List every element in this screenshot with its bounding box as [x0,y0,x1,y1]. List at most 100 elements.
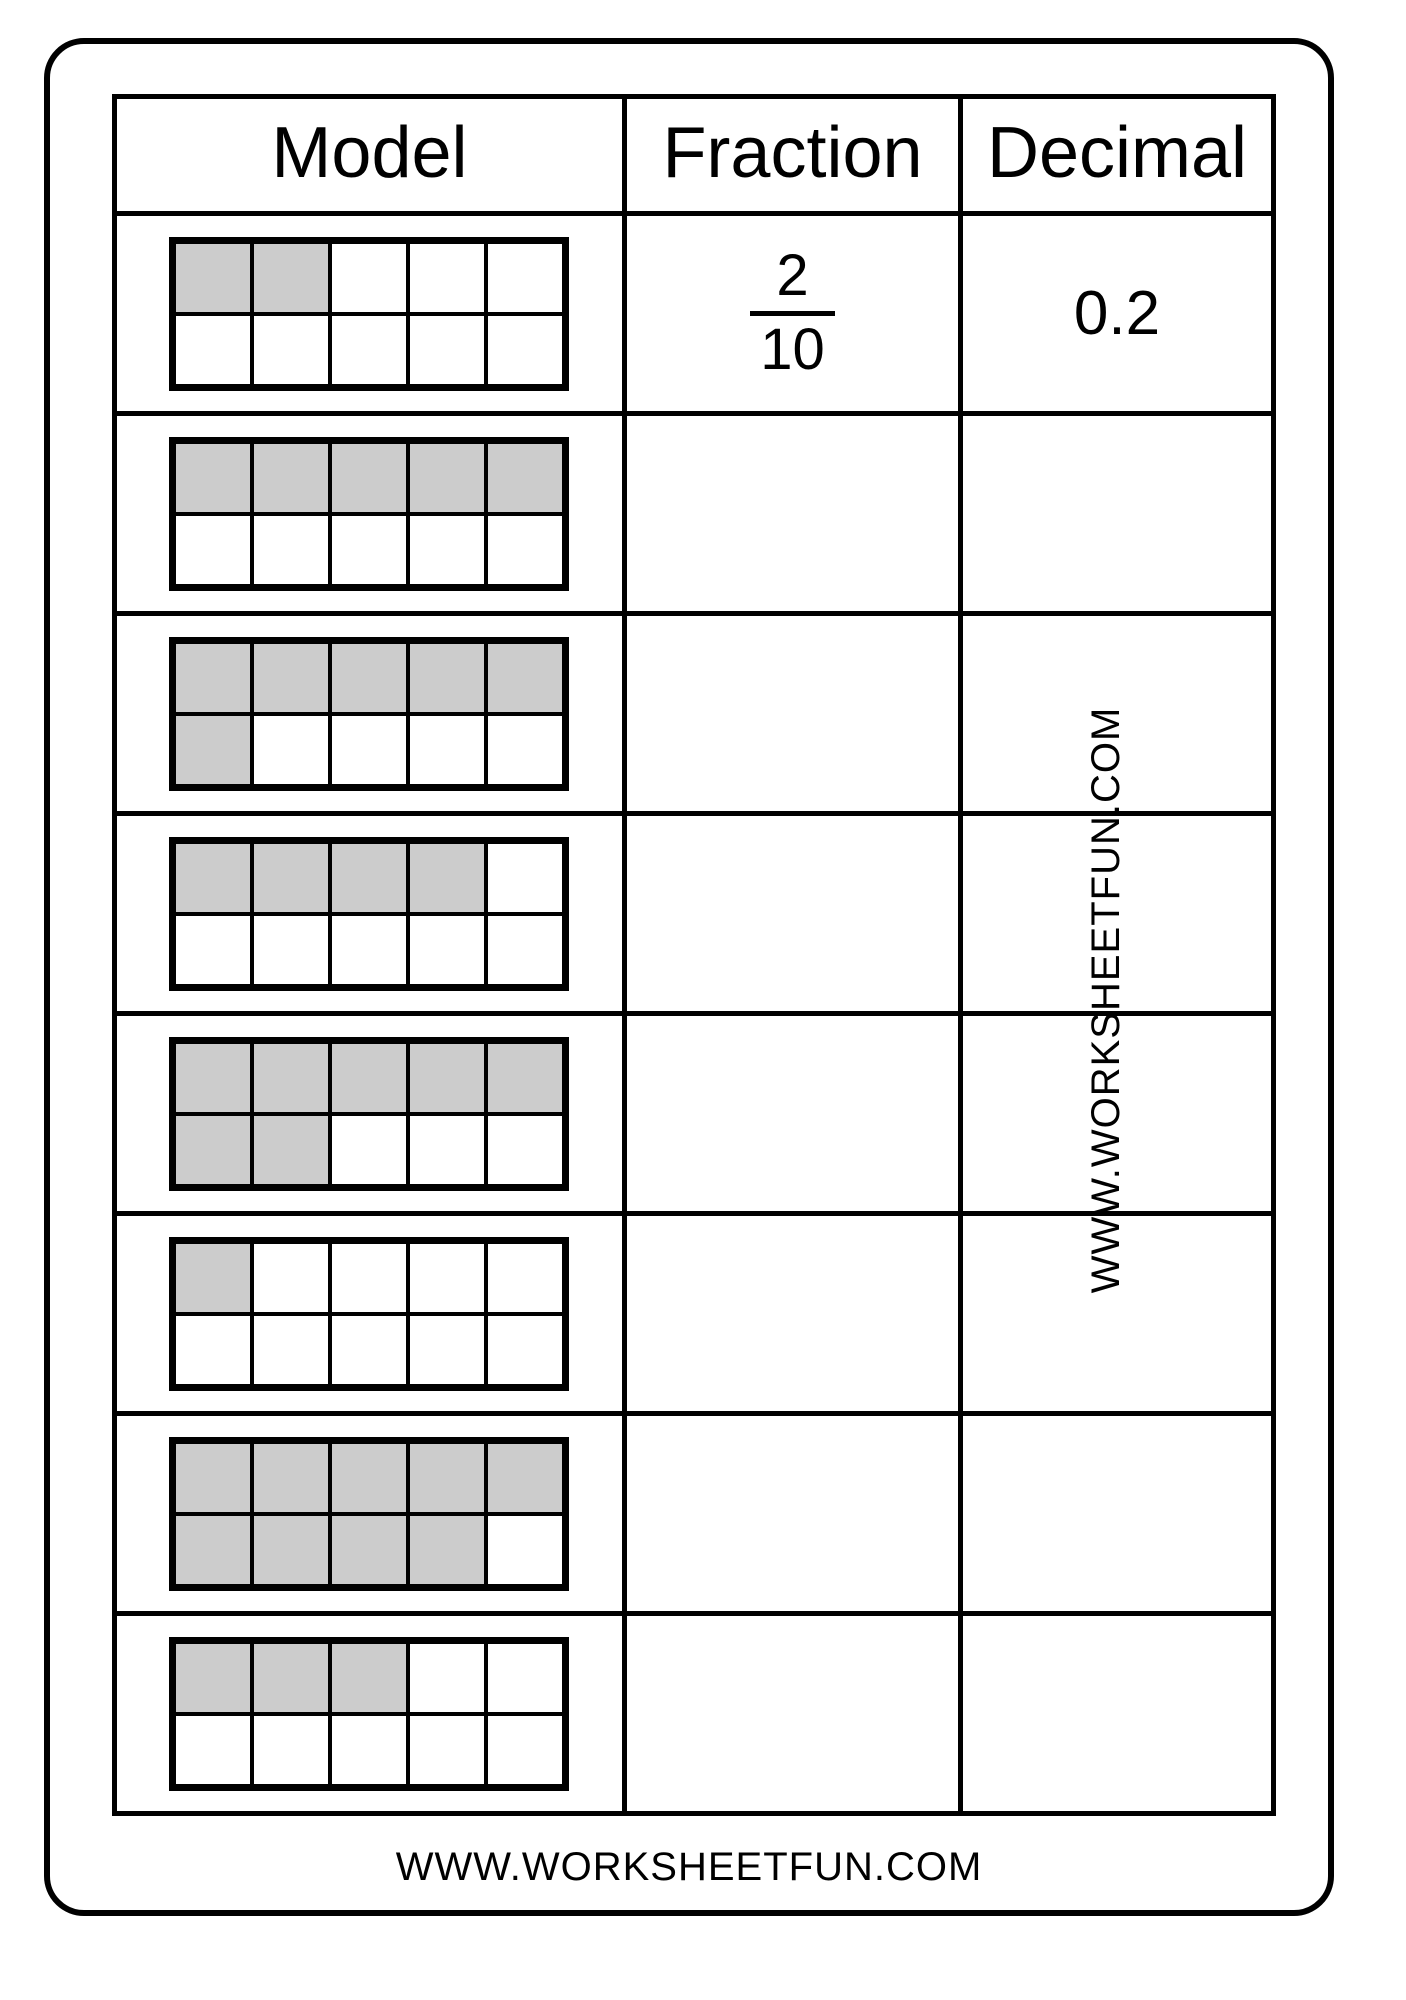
tens-cell [408,642,486,714]
model-cell [115,814,625,1014]
fraction-cell[interactable] [624,1614,960,1814]
tens-cell [174,514,252,586]
decimal-cell[interactable] [961,1614,1274,1814]
tens-cell [252,1042,330,1114]
tens-cell [174,442,252,514]
tens-cell [486,914,564,986]
model-cell [115,1614,625,1814]
tens-cell [174,714,252,786]
tens-cell [330,242,408,314]
decimal-cell[interactable] [961,414,1274,614]
model-wrap [118,1619,621,1809]
model-cell [115,414,625,614]
tens-cell [330,1314,408,1386]
tens-cell [330,842,408,914]
tens-cell [486,1514,564,1586]
tens-cell [486,514,564,586]
decimal-cell[interactable]: 0.2 [961,214,1274,414]
tens-cell [252,442,330,514]
fraction-cell[interactable] [624,814,960,1014]
header-model: Model [115,97,625,214]
fraction-cell[interactable]: 210 [624,214,960,414]
tens-cell [330,1114,408,1186]
tens-cell [174,1514,252,1586]
model-wrap [118,219,621,409]
fraction-value: 210 [750,246,835,381]
tens-cell [486,1442,564,1514]
fraction-cell[interactable] [624,1014,960,1214]
tens-cell [174,1242,252,1314]
tens-cell [252,1314,330,1386]
tens-cell [174,1114,252,1186]
tens-grid [169,1037,569,1191]
page-frame: Model Fraction Decimal 210 0.2 WWW.WORKSH… [44,38,1334,1916]
tens-cell [408,1442,486,1514]
tens-cell [252,1442,330,1514]
tens-cell [330,642,408,714]
tens-cell [330,1714,408,1786]
model-cell [115,1014,625,1214]
tens-grid [169,437,569,591]
tens-grid [169,237,569,391]
tens-grid [169,637,569,791]
fraction-cell[interactable] [624,1214,960,1414]
tens-cell [486,1314,564,1386]
tens-cell [486,1042,564,1114]
tens-cell [252,1714,330,1786]
tens-cell [330,314,408,386]
tens-cell [408,514,486,586]
tens-cell [408,242,486,314]
tens-cell [486,442,564,514]
tens-cell [174,1642,252,1714]
tens-cell [330,1042,408,1114]
table-row [115,414,1274,614]
tens-cell [486,1714,564,1786]
tens-cell [252,314,330,386]
tens-cell [408,1042,486,1114]
tens-cell [486,1642,564,1714]
table-row: 210 0.2 [115,214,1274,414]
fraction-denominator: 10 [750,320,835,381]
tens-cell [408,1514,486,1586]
fraction-cell[interactable] [624,614,960,814]
tens-cell [252,842,330,914]
tens-cell [486,1242,564,1314]
decimal-cell[interactable] [961,1414,1274,1614]
model-wrap [118,819,621,1009]
fraction-cell[interactable] [624,414,960,614]
header-decimal: Decimal [961,97,1274,214]
tens-grid [169,1437,569,1591]
tens-cell [408,914,486,986]
model-wrap [118,619,621,809]
tens-cell [408,314,486,386]
tens-cell [252,1114,330,1186]
tens-cell [174,242,252,314]
tens-cell [252,1242,330,1314]
footer-url: WWW.WORKSHEETFUN.COM [50,1845,1328,1890]
tens-cell [330,1514,408,1586]
tens-cell [486,314,564,386]
tens-cell [408,1242,486,1314]
tens-cell [252,914,330,986]
tens-cell [330,714,408,786]
model-cell [115,1414,625,1614]
tens-cell [330,914,408,986]
tens-cell [408,1314,486,1386]
fraction-bar [750,311,835,316]
tens-cell [330,1642,408,1714]
model-wrap [118,1419,621,1609]
fraction-cell[interactable] [624,1414,960,1614]
table-row [115,1614,1274,1814]
tens-cell [174,1442,252,1514]
tens-cell [486,714,564,786]
tens-cell [330,514,408,586]
tens-grid [169,837,569,991]
decimal-value: 0.2 [1074,279,1160,348]
tens-cell [408,842,486,914]
model-cell [115,214,625,414]
tens-grid [169,1237,569,1391]
tens-cell [486,842,564,914]
tens-cell [174,1042,252,1114]
tens-cell [252,1642,330,1714]
header-fraction: Fraction [624,97,960,214]
